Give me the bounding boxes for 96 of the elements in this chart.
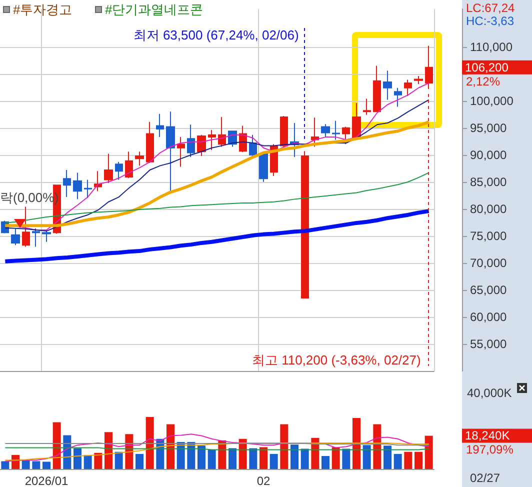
candlestick (22, 206, 30, 248)
y-tick-label: 110,000 (470, 40, 513, 54)
candlestick (135, 151, 144, 166)
bar (136, 454, 144, 469)
bar (32, 461, 40, 469)
bar (404, 452, 412, 469)
text: 106,200 (465, 60, 509, 74)
annotation: #투자경고 (13, 2, 72, 17)
candlestick (342, 126, 350, 145)
x-tick-label: 02 (256, 474, 270, 487)
candlestick (63, 170, 71, 198)
candlestick (208, 130, 216, 151)
line-series (3, 209, 431, 264)
candlestick (383, 70, 392, 100)
y-tick-label: 70,000 (470, 256, 508, 270)
y-tick-label: 80,000 (470, 202, 508, 216)
y-tick-label: 100,000 (470, 94, 514, 108)
candlestick (11, 228, 20, 246)
candlestick (218, 116, 226, 148)
bar (208, 450, 216, 469)
y-tick-label: 65,000 (470, 282, 508, 297)
candlestick (280, 115, 288, 148)
bar (280, 424, 288, 469)
bar (249, 448, 258, 469)
bar (384, 446, 392, 469)
bar (1, 461, 10, 469)
x-tick-label: 2026/01 (24, 474, 69, 487)
bar (22, 460, 30, 469)
bar (228, 448, 236, 469)
candlestick (156, 113, 164, 138)
candlestick (32, 228, 40, 248)
candlestick (249, 134, 257, 158)
bar (260, 447, 268, 469)
bar (394, 454, 402, 469)
candlestick (166, 111, 175, 192)
bar (290, 444, 298, 469)
bar (52, 422, 61, 469)
text: 2,12% (466, 74, 500, 88)
text: HC:-3,63 (466, 14, 514, 28)
bar (300, 448, 309, 469)
bar (352, 418, 360, 469)
candlestick (363, 98, 371, 116)
text: 197,09% (466, 442, 514, 457)
bar (373, 424, 382, 469)
candlestick (84, 179, 92, 199)
bar (311, 438, 320, 469)
bar (342, 448, 350, 469)
bar (238, 438, 247, 469)
bar (198, 446, 206, 469)
candlestick (125, 151, 133, 179)
candlestick (187, 124, 195, 158)
bar (114, 452, 123, 469)
bar (362, 445, 371, 469)
y-tick-label: 55,000 (470, 336, 508, 351)
bar (104, 432, 112, 469)
bar (166, 424, 174, 469)
candlestick (94, 170, 102, 192)
bar (332, 447, 340, 469)
y-tick-label: 95,000 (470, 120, 508, 135)
bar (94, 452, 102, 469)
y-tick-label: 85,000 (470, 174, 508, 189)
candlestick (394, 87, 402, 108)
candlestick (197, 134, 206, 156)
line-series (4, 120, 430, 228)
candlestick (404, 79, 412, 96)
text: 02/27 (470, 471, 500, 485)
text: 40,000K (467, 386, 512, 400)
annotation: #단기과열네프콘 (105, 2, 204, 17)
candlestick (115, 161, 123, 180)
candlestick (352, 102, 361, 139)
candlestick (146, 121, 154, 164)
annotation: 최저 63,500 (67,24%, 02/06) (133, 28, 299, 42)
bar (42, 462, 50, 469)
bar (146, 417, 154, 469)
bar (74, 448, 82, 469)
text: LC:67,24 (466, 1, 516, 15)
text: 18,240K (465, 428, 510, 443)
candlestick (73, 172, 82, 200)
bar (424, 436, 433, 469)
candlestick (301, 150, 309, 299)
bar (84, 454, 92, 469)
candlestick (104, 153, 113, 184)
bar (322, 456, 330, 469)
annotation: 최고 110,200 (-3,63%, 02/27) (252, 352, 421, 368)
candlestick (321, 124, 330, 138)
candlestick (425, 45, 433, 90)
candlestick (332, 120, 340, 140)
bar (270, 454, 278, 469)
y-tick-label: 90,000 (470, 148, 508, 162)
candlestick (311, 117, 319, 148)
y-tick-label: 75,000 (470, 228, 508, 243)
candlestick (373, 65, 381, 112)
candlestick (414, 75, 423, 85)
candlestick (177, 136, 185, 168)
y-tick-label: 60,000 (470, 310, 508, 324)
bar (414, 452, 422, 469)
